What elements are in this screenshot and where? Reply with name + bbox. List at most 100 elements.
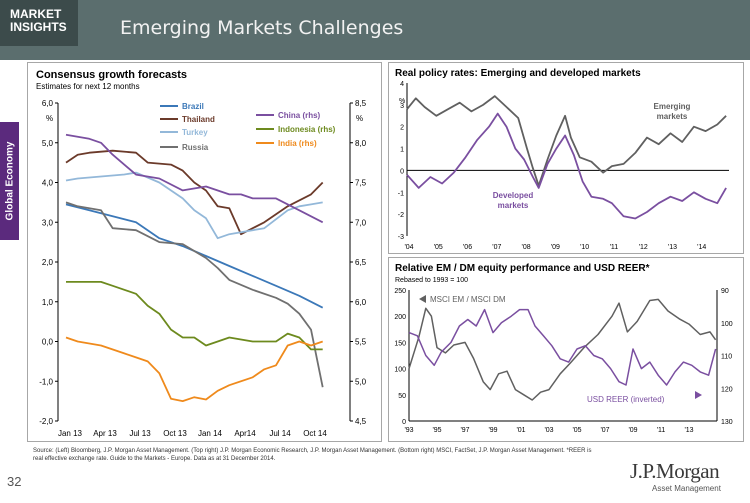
- series-line-turkey: [65, 171, 323, 240]
- series-line-indonesia-rhs: [66, 281, 323, 351]
- x-tick-label: '95: [432, 427, 441, 434]
- y-tick-right-label: 100: [721, 321, 733, 328]
- y-tick-right-label: 110: [721, 354, 732, 361]
- brand-name: J.P.Morgan: [630, 459, 720, 483]
- right-arrow-icon: [695, 391, 702, 399]
- x-tick-label: Apr 13: [93, 429, 117, 438]
- chart-title: Real policy rates: Emerging and develope…: [395, 68, 641, 79]
- x-tick-label: '04: [404, 244, 413, 251]
- y-tick-label: -1: [398, 190, 404, 197]
- chart-title: Relative EM / DM equity performance and …: [395, 263, 650, 274]
- y-tick-right-label: 7,0: [355, 218, 367, 227]
- y-tick-left-label: 200: [394, 314, 406, 321]
- x-tick-label: '03: [544, 427, 553, 434]
- x-tick-label: '13: [668, 244, 677, 251]
- y-tick-right-label: 8,0: [355, 139, 367, 148]
- x-tick-label: '99: [488, 427, 497, 434]
- y-tick-left-label: 50: [398, 393, 406, 400]
- page-number: 32: [7, 474, 22, 489]
- chart-subtitle: Estimates for next 12 months: [36, 82, 140, 91]
- y-tick-right-label: 7,5: [355, 179, 367, 188]
- x-tick-label: Oct 13: [163, 429, 187, 438]
- y-tick-label: 3: [400, 103, 404, 110]
- x-tick-label: '09: [551, 244, 560, 251]
- y-tick-right-label: 90: [721, 288, 729, 295]
- y-tick-right-label: 5,0: [355, 377, 367, 386]
- y-tick-left-label: -1,0: [39, 377, 53, 386]
- series-line-developed-markets: [406, 112, 727, 220]
- x-tick-label: '12: [639, 244, 648, 251]
- x-tick-label: '09: [628, 427, 637, 434]
- series-line-china-rhs: [65, 133, 324, 224]
- annotation-developed-1: Developed: [493, 191, 534, 200]
- y-tick-left-label: -2,0: [39, 417, 53, 426]
- y-tick-label: 0: [400, 168, 404, 175]
- x-tick-label: '93: [404, 427, 413, 434]
- y-tick-left-label: 250: [394, 288, 406, 295]
- y-tick-right-label: 5,5: [355, 338, 367, 347]
- equity-performance-chart: Relative EM / DM equity performance and …: [394, 263, 733, 434]
- series-line-brazil: [65, 203, 324, 309]
- x-tick-label: '05: [434, 244, 443, 251]
- y-tick-label: 2: [400, 125, 404, 132]
- badge-line1: MARKET: [10, 7, 62, 21]
- y-tick-right-label: 120: [721, 386, 733, 393]
- section-tab-label: Global Economy: [4, 141, 15, 221]
- chart-title: Consensus growth forecasts: [36, 69, 187, 81]
- equity-performance-panel: Relative EM / DM equity performance and …: [388, 257, 744, 442]
- y-tick-label: 1: [400, 147, 404, 154]
- brand-sub: Asset Management: [652, 484, 721, 493]
- header-bar: MARKET INSIGHTS Emerging Markets Challen…: [0, 0, 750, 60]
- legend-label-brazil: Brazil: [182, 102, 204, 111]
- y-tick-left-label: 2,0: [42, 258, 54, 267]
- y-tick-label: 4: [400, 81, 404, 88]
- y-tick-left-label: 5,0: [42, 139, 54, 148]
- x-tick-label: '07: [600, 427, 609, 434]
- x-tick-label: Jan 14: [198, 429, 223, 438]
- y-tick-left-label: 4,0: [42, 179, 54, 188]
- y-tick-left-label: 6,0: [42, 99, 54, 108]
- legend-reer-label: USD REER (inverted): [587, 395, 665, 404]
- annotation-emerging-1: Emerging: [654, 102, 691, 111]
- y-tick-right-label: 6,5: [355, 258, 367, 267]
- x-tick-label: '13: [684, 427, 693, 434]
- y-tick-left-label: 0,0: [42, 338, 54, 347]
- chart-subtitle: Rebased to 1993 = 100: [395, 277, 468, 284]
- x-tick-label: '11: [610, 244, 619, 251]
- y-tick-left-label: 150: [394, 340, 406, 347]
- x-tick-label: '11: [657, 427, 666, 434]
- legend-label-china-rhs: China (rhs): [278, 111, 321, 120]
- y-tick-right-label: 130: [721, 419, 733, 426]
- x-tick-label: Jul 14: [269, 429, 291, 438]
- y-tick-right-label: 6,0: [355, 298, 367, 307]
- y-tick-left-label: 100: [394, 367, 406, 374]
- x-tick-label: '06: [463, 244, 472, 251]
- jpmorgan-logo: J.P.Morgan Asset Management: [630, 459, 721, 493]
- series-line-india-rhs: [65, 336, 323, 402]
- policy-rates-chart: Real policy rates: Emerging and develope…: [395, 68, 729, 251]
- y-tick-label: -2: [398, 212, 404, 219]
- legend-label-indonesia-rhs: Indonesia (rhs): [278, 125, 336, 134]
- y-tick-label: -3: [398, 234, 404, 241]
- legend-msci-label: MSCI EM / MSCI DM: [430, 295, 506, 304]
- policy-rates-panel: Real policy rates: Emerging and develope…: [388, 62, 744, 254]
- growth-forecasts-panel: Consensus growth forecasts Estimates for …: [27, 62, 382, 442]
- series-line-russia: [65, 201, 324, 388]
- legend-label-russia: Russia: [182, 143, 209, 152]
- market-insights-badge: MARKET INSIGHTS: [0, 0, 78, 46]
- y-tick-right-label: 8,5: [355, 99, 367, 108]
- left-arrow-icon: [419, 295, 426, 303]
- series-line-thailand: [65, 149, 324, 236]
- legend-label-india-rhs: India (rhs): [278, 139, 317, 148]
- legend-label-thailand: Thailand: [182, 115, 215, 124]
- page-title: Emerging Markets Challenges: [120, 17, 404, 39]
- x-tick-label: Jul 13: [129, 429, 151, 438]
- x-tick-label: Jan 13: [58, 429, 83, 438]
- annotation-emerging-2: markets: [657, 112, 688, 121]
- y-unit-left: %: [46, 114, 53, 123]
- y-unit-right: %: [356, 114, 363, 123]
- y-tick-left-label: 0: [402, 419, 406, 426]
- x-tick-label: '97: [460, 427, 469, 434]
- annotation-developed-2: markets: [498, 201, 529, 210]
- legend-label-turkey: Turkey: [182, 128, 208, 137]
